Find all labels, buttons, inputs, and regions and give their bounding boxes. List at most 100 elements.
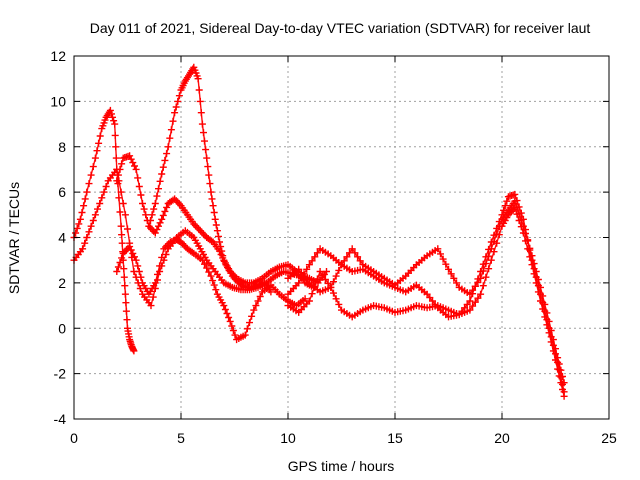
- data-point: [79, 245, 87, 253]
- data-point: [543, 309, 551, 317]
- data-point: [313, 249, 321, 257]
- data-point: [220, 302, 228, 310]
- data-point: [229, 327, 237, 334]
- data-point: [96, 200, 104, 207]
- data-point: [256, 293, 264, 300]
- data-point: [128, 253, 136, 261]
- data-point: [148, 211, 156, 219]
- data-point: [136, 285, 144, 292]
- data-point: [163, 150, 171, 158]
- data-point: [327, 283, 335, 291]
- data-point: [332, 272, 340, 280]
- data-point: [150, 205, 158, 213]
- data-point: [543, 321, 551, 329]
- series-track-a: [70, 106, 138, 355]
- data-point: [335, 300, 343, 308]
- data-point: [95, 139, 103, 147]
- data-point: [466, 297, 474, 305]
- data-point: [340, 257, 348, 265]
- data-point: [437, 250, 444, 258]
- data-point: [445, 265, 452, 273]
- data-point: [537, 297, 544, 305]
- data-point: [321, 276, 329, 283]
- data-point: [135, 183, 143, 190]
- data-point: [75, 220, 83, 228]
- data-point: [208, 237, 215, 245]
- data-point: [80, 202, 88, 210]
- data-point: [78, 209, 86, 216]
- data-point: [338, 261, 345, 269]
- data-point: [466, 306, 474, 314]
- data-point: [85, 228, 93, 236]
- data-point: [530, 270, 538, 278]
- data-point: [111, 120, 119, 128]
- data-point: [72, 229, 80, 237]
- data-point: [154, 276, 161, 284]
- data-point: [555, 372, 563, 380]
- data-point: [169, 117, 177, 125]
- series-path: [287, 207, 565, 397]
- x-axis-title: GPS time / hours: [288, 458, 395, 474]
- data-point: [204, 163, 212, 171]
- data-point: [151, 285, 159, 292]
- data-point: [98, 194, 106, 202]
- data-point: [175, 92, 183, 100]
- series-layer: [70, 63, 568, 400]
- data-point: [126, 152, 134, 160]
- data-point: [87, 222, 95, 230]
- data-point: [545, 329, 553, 337]
- data-point: [132, 273, 140, 281]
- data-point: [139, 200, 146, 207]
- data-point: [205, 171, 213, 179]
- data-point: [228, 322, 236, 330]
- data-point: [153, 192, 161, 200]
- data-point: [324, 279, 332, 287]
- data-point: [442, 260, 450, 268]
- data-point: [549, 347, 557, 355]
- data-point: [211, 215, 219, 223]
- data-point: [532, 279, 540, 287]
- series-track-e: [145, 63, 318, 291]
- data-point: [541, 313, 549, 321]
- data-point: [453, 279, 460, 287]
- x-tick-label: 20: [494, 430, 510, 446]
- series-track-f: [284, 190, 568, 396]
- data-point: [166, 134, 174, 142]
- data-point: [210, 209, 218, 216]
- data-point: [213, 227, 221, 235]
- data-point: [215, 232, 222, 240]
- data-point: [198, 120, 206, 128]
- data-point: [479, 267, 487, 275]
- data-point: [477, 290, 485, 298]
- y-axis-title: SDTVAR / TECUs: [6, 182, 22, 294]
- series-path: [148, 66, 315, 289]
- data-point: [120, 265, 128, 273]
- data-point: [219, 252, 227, 260]
- data-point: [158, 215, 166, 223]
- data-point: [223, 310, 231, 317]
- data-point: [348, 245, 356, 253]
- data-point: [73, 224, 81, 232]
- data-point: [534, 288, 542, 296]
- data-point: [217, 243, 225, 251]
- data-point: [490, 248, 498, 256]
- data-point: [267, 288, 275, 296]
- data-point: [243, 325, 251, 333]
- data-point: [134, 262, 142, 270]
- data-point: [557, 379, 565, 387]
- data-point: [76, 215, 84, 223]
- data-point: [93, 147, 101, 155]
- data-point: [479, 282, 487, 290]
- data-point: [485, 252, 493, 260]
- y-tick-label: 10: [50, 93, 66, 109]
- data-point: [130, 268, 138, 275]
- data-point: [207, 272, 215, 280]
- series-track-h: [284, 204, 568, 400]
- y-tick-label: 4: [58, 230, 66, 246]
- data-point: [303, 265, 311, 273]
- data-point: [201, 260, 208, 268]
- data-point: [477, 274, 485, 282]
- data-point: [226, 317, 234, 325]
- data-point: [503, 197, 511, 205]
